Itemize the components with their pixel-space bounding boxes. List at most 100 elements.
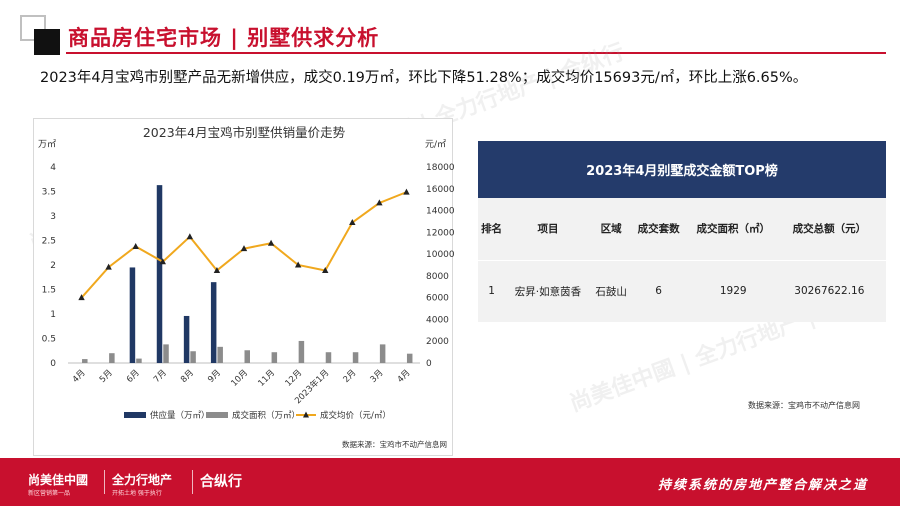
y-left-tick-label: 2.5 xyxy=(42,237,56,247)
legend-label-supply: 供应量（万㎡） xyxy=(150,410,210,421)
table-header-row: 排名 项目 区域 成交套数 成交面积（㎡） 成交总额（元） xyxy=(478,198,886,260)
bar-supply xyxy=(183,315,190,363)
y-right-tick-label: 12000 xyxy=(426,228,454,238)
y-right-tick-label: 4000 xyxy=(426,315,449,325)
x-tick-label: 3月 xyxy=(369,368,386,385)
y-right-tick-label: 10000 xyxy=(426,250,454,260)
footer-logo-shangmeijia-sub: 新区营销第一品 xyxy=(28,490,71,497)
y-right-tick-label: 2000 xyxy=(426,337,449,347)
legend-label-transaction-area: 成交面积（万㎡） xyxy=(232,410,300,421)
x-tick-label: 10月 xyxy=(229,368,250,389)
bar-supply xyxy=(129,267,136,363)
left-axis-unit: 万㎡ xyxy=(38,139,56,150)
point-average-price xyxy=(240,245,248,252)
col-header-project: 项目 xyxy=(505,198,591,260)
point-average-price xyxy=(186,233,194,240)
bar-transaction-area xyxy=(406,353,413,363)
x-tick-label: 6月 xyxy=(125,368,142,385)
y-left-tick-label: 4 xyxy=(50,163,56,173)
point-average-price xyxy=(322,266,329,273)
y-right-tick-label: 16000 xyxy=(426,185,454,195)
right-axis-unit: 元/㎡ xyxy=(425,139,446,150)
y-left-tick-label: 3 xyxy=(50,212,56,222)
point-average-price xyxy=(403,188,410,195)
footer-bar: 尚美佳中國 新区营销第一品 全力行地产 开拓土地 强于执行 合纵行 持续系统的房… xyxy=(0,458,900,506)
point-average-price xyxy=(159,258,166,265)
y-right-tick-label: 18000 xyxy=(426,163,454,173)
legend-swatch-supply xyxy=(124,412,146,418)
chart-title: 2023年4月宝鸡市别墅供销量价走势 xyxy=(143,125,346,140)
col-header-total: 成交总额（元） xyxy=(780,198,886,260)
point-average-price xyxy=(267,239,275,246)
point-average-price xyxy=(213,266,221,273)
summary-text: 2023年4月宝鸡市别墅产品无新增供应，成交0.19万㎡，环比下降51.28%；… xyxy=(40,70,808,86)
table-title: 2023年4月别墅成交金额TOP榜 xyxy=(478,141,886,198)
footer-logo-hezongxing: 合纵行 xyxy=(200,474,242,490)
bar-transaction-area xyxy=(244,350,250,363)
bar-transaction-area xyxy=(136,358,142,363)
bar-transaction-area xyxy=(163,344,169,363)
bar-transaction-area xyxy=(82,359,88,363)
bar-supply xyxy=(210,282,217,363)
bar-transaction-area xyxy=(217,346,223,363)
chart-panel: 2023年4月宝鸡市别墅供销量价走势 万㎡ 元/㎡ 0 0.5 1 1.5 2 2.5 3 3… xyxy=(33,118,454,456)
logo-square-outline xyxy=(20,15,46,41)
bar-supply xyxy=(156,185,163,363)
footer-separator xyxy=(192,470,193,494)
x-tick-label: 12月 xyxy=(284,368,305,389)
footer-separator xyxy=(104,470,105,494)
bar-transaction-area xyxy=(190,351,196,363)
col-header-rank: 排名 xyxy=(478,198,506,260)
bar-transaction-area xyxy=(271,352,278,363)
y-left-tick-label: 2 xyxy=(50,261,56,271)
y-left-tick-label: 1 xyxy=(50,310,56,320)
cell-total: 30267622.16 xyxy=(780,259,886,322)
bar-transaction-area xyxy=(298,340,305,363)
x-tick-label: 2月 xyxy=(342,368,359,385)
y-right-tick-label: 6000 xyxy=(426,294,449,304)
page-title: 商品房住宅市场 | 别墅供求分析 xyxy=(68,26,380,50)
chart-source: 数据来源：宝鸡市不动产信息网 xyxy=(342,439,447,449)
x-tick-label: 11月 xyxy=(256,368,277,389)
point-average-price xyxy=(105,263,112,270)
table-row: 1 宏昇·如意茵香 石鼓山 6 1929 30267622.16 xyxy=(478,259,886,322)
cell-area: 石鼓山 xyxy=(590,259,632,322)
table-source: 数据来源：宝鸡市不动产信息网 xyxy=(748,401,860,410)
y-right-tick-label: 0 xyxy=(426,359,432,369)
x-tick-label: 4月 xyxy=(396,368,413,385)
footer-logo-shangmeijia: 尚美佳中國 xyxy=(28,473,89,487)
cell-units: 6 xyxy=(631,259,686,322)
col-header-units: 成交套数 xyxy=(631,198,686,260)
legend-label-price: 成交均价（元/㎡） xyxy=(320,410,391,421)
col-header-sqm: 成交面积（㎡） xyxy=(685,198,781,260)
point-average-price xyxy=(78,294,85,301)
y-left-tick-label: 0 xyxy=(50,359,56,369)
cell-project: 宏昇·如意茵香 xyxy=(505,259,591,322)
bar-transaction-area xyxy=(379,344,386,363)
y-left-tick-label: 0.5 xyxy=(42,335,56,345)
y-right-tick-label: 8000 xyxy=(426,272,449,282)
legend-marker-price xyxy=(303,411,309,418)
footer-logo-quanlixing-sub: 开拓土地 强于执行 xyxy=(112,490,162,497)
point-average-price xyxy=(294,261,302,268)
legend-swatch-transaction-area xyxy=(206,412,228,418)
cell-sqm: 1929 xyxy=(685,259,781,322)
footer-slogan: 持续系统的房地产整合解决之道 xyxy=(657,478,868,493)
title-divider xyxy=(66,52,886,54)
x-tick-label: 8月 xyxy=(179,368,196,385)
logo-square-fill xyxy=(34,29,60,55)
point-average-price xyxy=(376,199,383,206)
bar-transaction-area xyxy=(109,353,115,363)
point-average-price xyxy=(132,242,139,249)
top-table: 2023年4月别墅成交金额TOP榜 排名 项目 区域 成交套数 成交面积（㎡） … xyxy=(478,141,886,322)
bar-transaction-area xyxy=(325,352,332,363)
y-left-tick-label: 1.5 xyxy=(42,286,56,296)
footer-logo-quanlixing: 全力行地产 xyxy=(112,473,173,487)
x-tick-label: 4月 xyxy=(71,368,88,385)
x-tick-label: 5月 xyxy=(98,368,115,385)
cell-rank: 1 xyxy=(478,259,506,322)
bar-transaction-area xyxy=(352,352,359,363)
combo-chart: 2023年4月宝鸡市别墅供销量价走势 万㎡ 元/㎡ 0 0.5 1 1.5 2 2.5 3 3… xyxy=(38,125,454,449)
y-left-tick-label: 3.5 xyxy=(42,188,56,198)
col-header-area: 区域 xyxy=(590,198,632,260)
